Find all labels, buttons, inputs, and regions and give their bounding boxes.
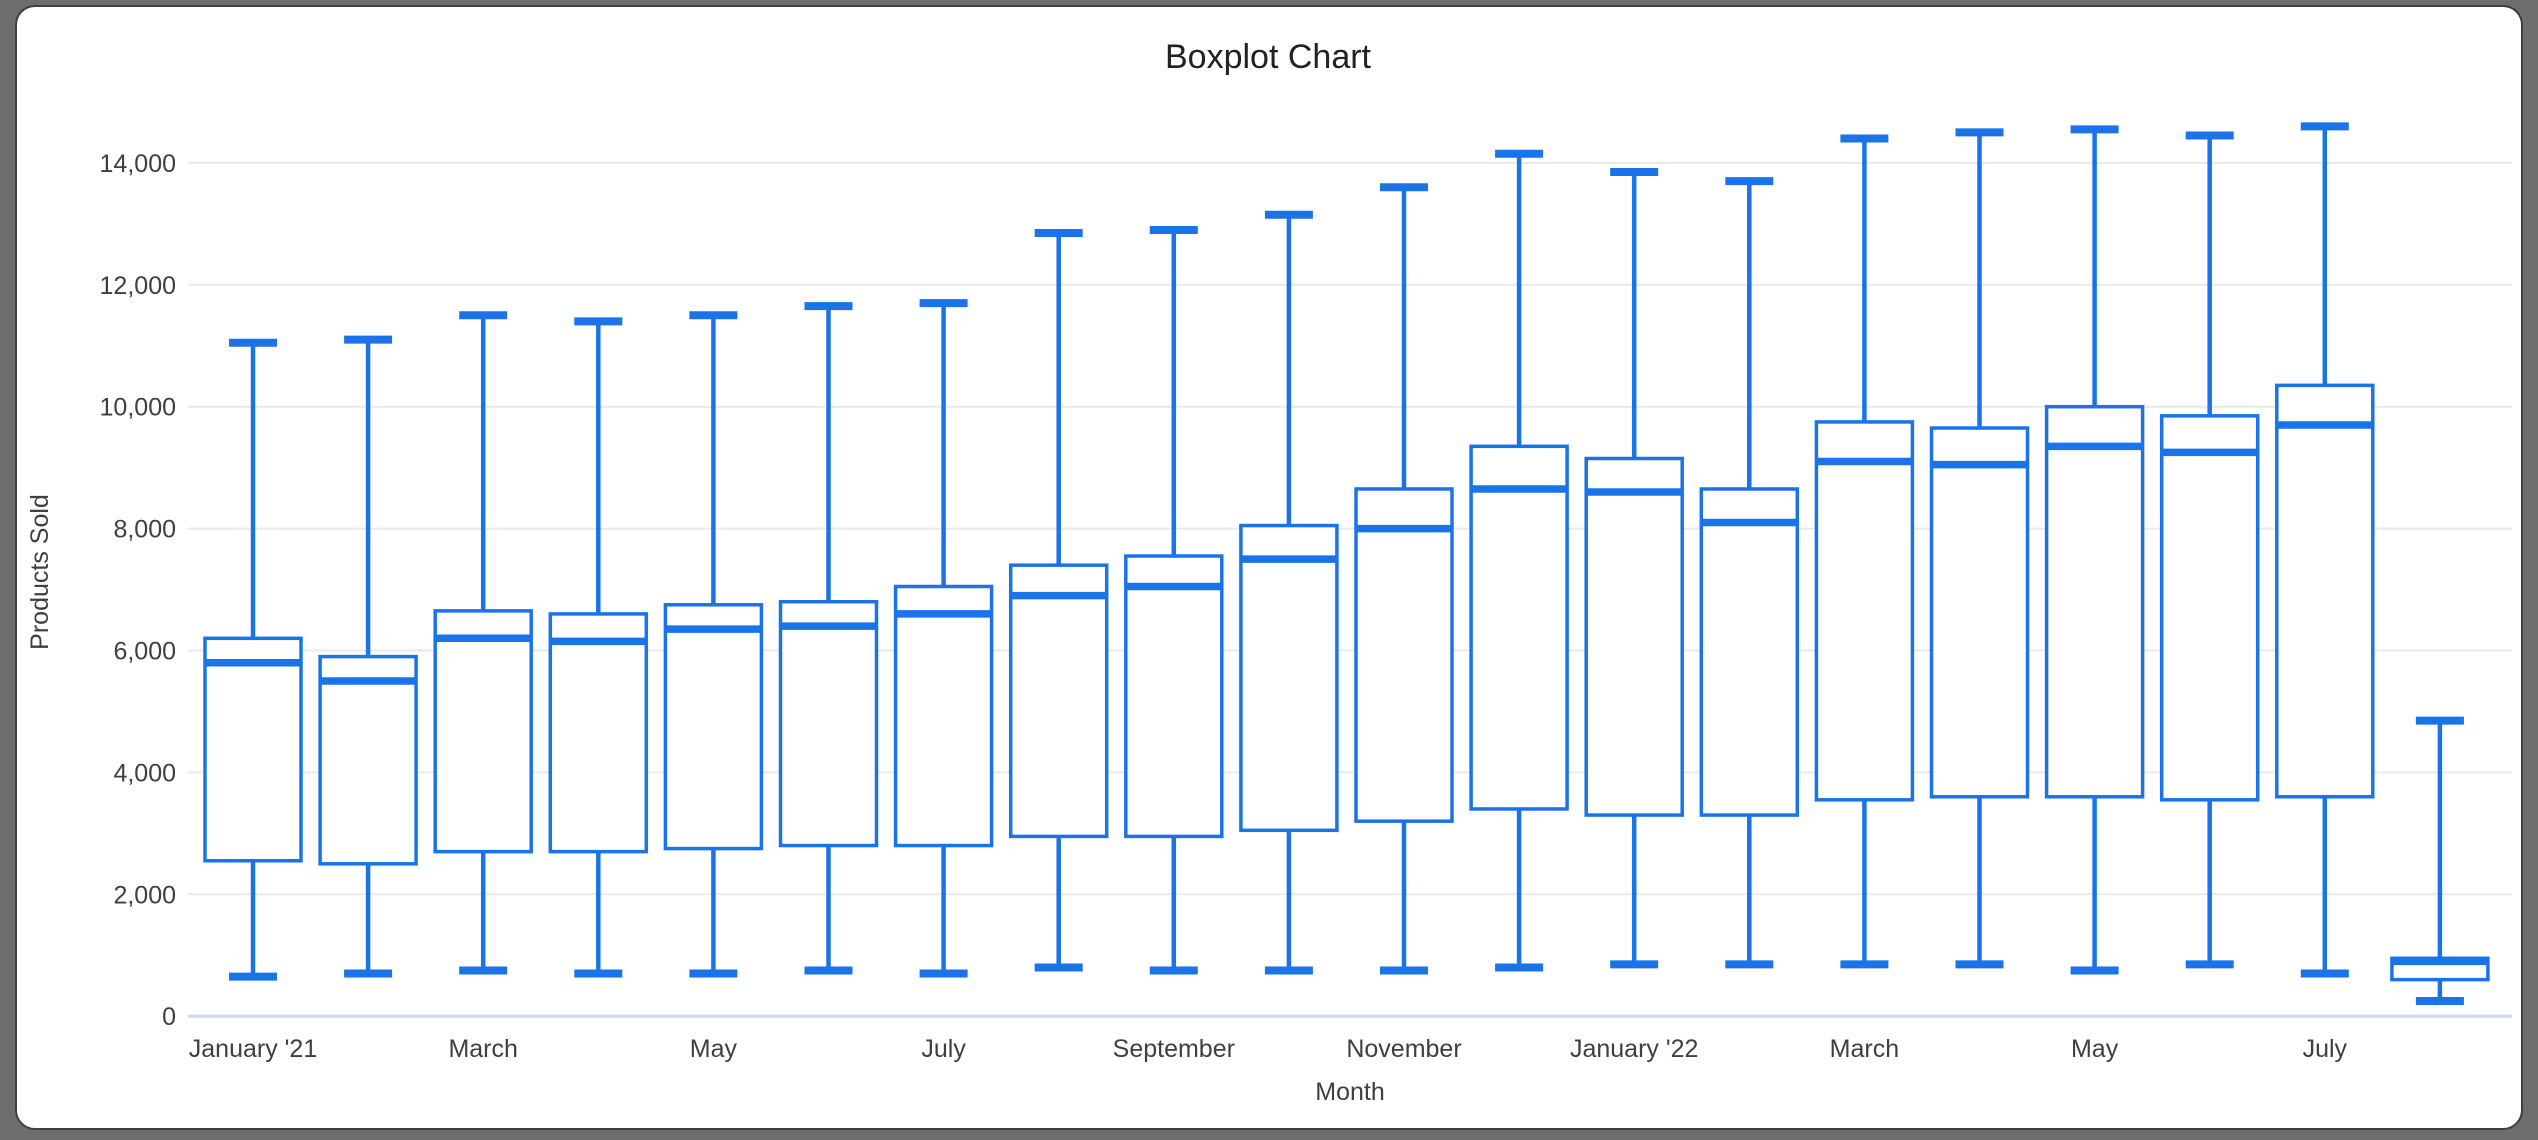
- boxplot-box[interactable]: [893, 299, 994, 978]
- iqr-box: [1469, 444, 1569, 811]
- boxplot-box[interactable]: [663, 311, 764, 978]
- iqr-box: [1008, 563, 1109, 839]
- boxplot-box[interactable]: [1699, 177, 1800, 969]
- iqr-box: [1699, 487, 1800, 817]
- boxplot-box[interactable]: [1354, 183, 1454, 975]
- iqr-box: [2044, 404, 2145, 799]
- y-tick-label: 12,000: [100, 272, 176, 300]
- iqr-box: [318, 654, 418, 866]
- iqr-box: [1239, 523, 1339, 833]
- x-axis-title: Month: [1315, 1078, 1384, 1106]
- y-tick-label: 14,000: [100, 150, 176, 178]
- x-tick-label: May: [2071, 1035, 2119, 1063]
- iqr-box: [433, 609, 533, 854]
- x-tick-label: November: [1346, 1035, 1461, 1063]
- x-tick-label: March: [1830, 1035, 1899, 1063]
- y-axis-title: Products Sold: [26, 494, 54, 650]
- iqr-box: [2159, 414, 2260, 802]
- iqr-box: [1584, 456, 1684, 817]
- boxplot-box[interactable]: [2044, 125, 2145, 975]
- x-tick-label: January '22: [1570, 1035, 1698, 1063]
- y-tick-label: 2,000: [113, 881, 176, 909]
- iqr-box: [893, 584, 994, 848]
- boxplot-box[interactable]: [548, 317, 649, 978]
- iqr-box: [548, 612, 649, 854]
- boxplot-box[interactable]: [318, 335, 418, 978]
- boxplot-box[interactable]: [1469, 149, 1569, 972]
- boxplot-box[interactable]: [203, 338, 303, 981]
- boxplot-box[interactable]: [1929, 128, 2030, 969]
- iqr-box: [663, 603, 764, 851]
- x-tick-label: September: [1113, 1035, 1235, 1063]
- boxplot-box[interactable]: [2275, 122, 2375, 978]
- iqr-box: [1814, 420, 1915, 802]
- iqr-box: [2275, 383, 2375, 799]
- x-tick-label: January '21: [189, 1035, 317, 1063]
- iqr-box: [1124, 554, 1224, 839]
- x-tick-label: May: [690, 1035, 738, 1063]
- boxplot-box[interactable]: [1008, 228, 1109, 972]
- iqr-box: [1929, 426, 2030, 799]
- boxplot-box[interactable]: [1814, 134, 1915, 969]
- boxplot-box[interactable]: [778, 302, 879, 975]
- x-tick-label: March: [448, 1035, 517, 1063]
- y-tick-label: 8,000: [113, 516, 176, 544]
- iqr-box: [1354, 487, 1454, 823]
- chart-title: Boxplot Chart: [1165, 38, 1372, 76]
- x-tick-label: July: [2303, 1035, 2348, 1063]
- boxplot-box[interactable]: [1584, 168, 1684, 969]
- boxplot-chart[interactable]: 0 2,000 4,000 6,000 8,000 10,000 12,000 14,000 J…: [17, 7, 2521, 1128]
- y-tick-label: 0: [162, 1003, 176, 1031]
- y-tick-label: 4,000: [113, 759, 176, 787]
- boxplot-box[interactable]: [1239, 210, 1339, 975]
- iqr-box: [778, 599, 879, 848]
- chart-card: 0 2,000 4,000 6,000 8,000 10,000 12,000 14,000 J…: [15, 5, 2523, 1130]
- x-tick-label: July: [921, 1035, 966, 1063]
- iqr-box: [203, 636, 303, 863]
- boxplot-box[interactable]: [433, 311, 533, 975]
- y-tick-label: 10,000: [100, 394, 176, 422]
- boxplot-box[interactable]: [2159, 131, 2260, 969]
- boxplot-box[interactable]: [1124, 225, 1224, 975]
- boxplot-box[interactable]: [2390, 716, 2490, 1005]
- y-tick-label: 6,000: [113, 638, 176, 666]
